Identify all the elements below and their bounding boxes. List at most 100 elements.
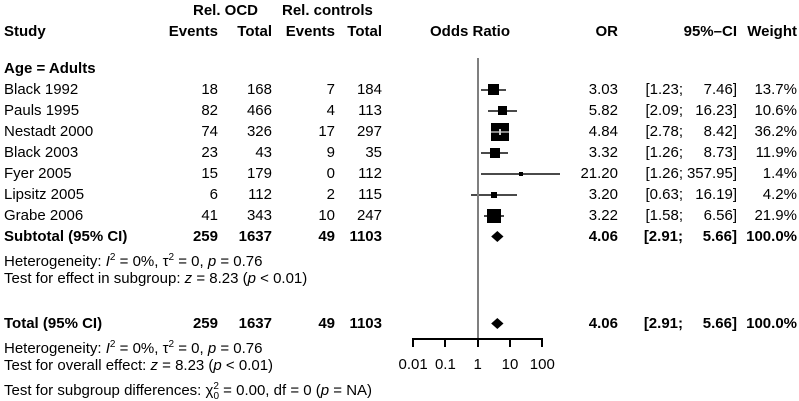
ci-low-value: [2.09; [645, 102, 683, 119]
x-axis-tick-label: 0.1 [434, 356, 456, 373]
total-ocd: 326 [246, 123, 272, 140]
x-axis-tick [444, 338, 447, 347]
weight-value: 100.0% [746, 315, 797, 332]
column-header-events-controls: Events [285, 23, 335, 40]
ci-low-value: [1.58; [645, 207, 683, 224]
or-square [487, 84, 499, 95]
study-row: Fyer 2005 15 179 0 112 21.20 [1.26; 357.95] 1.4% [0, 163, 799, 184]
study-row: Black 2003 23 43 9 35 3.32 [1.26; 8.73] 11.9% [0, 142, 799, 163]
or-square [489, 147, 500, 158]
column-header-odds-ratio: Odds Ratio [429, 23, 510, 40]
or-value: 3.32 [588, 144, 618, 161]
events-ocd: 6 [209, 186, 218, 203]
total-ocd: 1637 [238, 315, 272, 332]
or-value: 3.22 [588, 207, 618, 224]
ci-high-value: 8.73] [703, 144, 737, 161]
or-square [497, 106, 507, 115]
ci-low-value: [1.23; [645, 81, 683, 98]
total-controls: 1103 [349, 315, 382, 332]
column-group-rel-controls: Rel. controls [282, 2, 373, 19]
total-controls: 112 [358, 165, 382, 182]
column-header-total-controls: Total [347, 23, 382, 40]
events-ocd: 15 [201, 165, 218, 182]
total-ocd: 179 [246, 165, 272, 182]
events-controls: 49 [318, 228, 335, 245]
events-ocd: 23 [201, 144, 218, 161]
study-label: Grabe 2006 [4, 207, 84, 224]
or-value: 3.20 [588, 186, 618, 203]
or-value: 21.20 [580, 165, 618, 182]
column-header-ci: 95%–CI [683, 23, 737, 40]
events-controls: 17 [318, 123, 335, 140]
study-label: Age = Adults [4, 60, 96, 77]
weight-value: 13.7% [754, 81, 797, 98]
study-label: Black 2003 [4, 144, 79, 161]
or-value: 4.06 [588, 228, 618, 245]
study-row: Grabe 2006 41 343 10 247 3.22 [1.58; 6.56] 21.9% [0, 205, 799, 226]
study-label: Fyer 2005 [4, 165, 72, 182]
overall-effect-test-note: Test for overall effect: z = 8.23 (p < 0… [4, 357, 274, 374]
total-ocd: 343 [246, 207, 272, 224]
or-square [491, 191, 498, 198]
x-axis-tick [412, 338, 415, 347]
weight-value: 1.4% [762, 165, 797, 182]
ci-low-value: [2.91; [643, 315, 683, 332]
ci-high-value: 7.46] [703, 81, 737, 98]
weight-value: 10.6% [754, 102, 797, 119]
or-value: 4.84 [588, 123, 618, 140]
ci-high-value: 5.66] [702, 315, 737, 332]
column-header-study: Study [4, 23, 46, 40]
weight-value: 36.2% [754, 123, 797, 140]
total-ocd: 168 [246, 81, 272, 98]
x-axis-tick-label: 10 [501, 356, 519, 373]
events-ocd: 41 [201, 207, 218, 224]
ci-high-value: 5.66] [702, 228, 737, 245]
total-controls: 247 [356, 207, 382, 224]
total-row: Total (95% CI) 259 1637 49 1103 4.06 [2.91; 5.6… [0, 313, 799, 334]
reference-line [476, 58, 479, 338]
study-row: Nestadt 2000 74 326 17 297 4.84 [2.78; 8.42] 36.… [0, 121, 799, 142]
or-value: 5.82 [588, 102, 618, 119]
or-square [518, 171, 523, 176]
events-ocd: 259 [192, 228, 218, 245]
x-axis-tick-label: 0.01 [398, 356, 428, 373]
study-label: Subtotal (95% CI) [4, 228, 128, 245]
weight-value: 100.0% [746, 228, 797, 245]
study-label: Black 1992 [4, 81, 79, 98]
ci-high-value: 16.23] [695, 102, 737, 119]
column-header-weight: Weight [747, 23, 797, 40]
ci-low-value: [0.63; [645, 186, 683, 203]
weight-value: 4.2% [762, 186, 797, 203]
square-center-tick [498, 128, 501, 135]
x-axis-tick-label: 1 [473, 356, 482, 373]
study-label: Total (95% CI) [4, 315, 103, 332]
x-axis-tick [509, 338, 511, 347]
column-group-rel-ocd: Rel. OCD [193, 2, 259, 19]
ci-high-value: 357.95] [686, 165, 737, 182]
or-value: 3.03 [588, 81, 618, 98]
study-row: Lipsitz 2005 6 112 2 115 3.20 [0.63; 16.19] 4.2% [0, 184, 799, 205]
total-diamond [491, 318, 504, 329]
ci-low-value: [2.91; [643, 228, 683, 245]
events-controls: 10 [318, 207, 335, 224]
events-controls: 9 [326, 144, 335, 161]
events-controls: 4 [326, 102, 335, 119]
events-controls: 2 [326, 186, 335, 203]
total-controls: 297 [356, 123, 382, 140]
subgroup-heterogeneity-note: Heterogeneity: I2 = 0%, τ2 = 0, p = 0.76 [4, 252, 263, 270]
ci-high-value: 16.19] [695, 186, 737, 203]
total-ocd: 466 [246, 102, 272, 119]
column-header-events-ocd: Events [168, 23, 218, 40]
events-controls: 49 [318, 315, 335, 332]
events-ocd: 74 [201, 123, 218, 140]
ci-high-value: 6.56] [703, 207, 737, 224]
study-label: Lipsitz 2005 [4, 186, 85, 203]
subgroup-effect-test-note: Test for effect in subgroup: z = 8.23 (p… [4, 270, 308, 287]
total-controls: 1103 [349, 228, 382, 245]
events-ocd: 18 [201, 81, 218, 98]
column-header-or: OR [595, 23, 619, 40]
events-ocd: 82 [201, 102, 218, 119]
or-value: 4.06 [588, 315, 618, 332]
total-ocd: 43 [255, 144, 272, 161]
